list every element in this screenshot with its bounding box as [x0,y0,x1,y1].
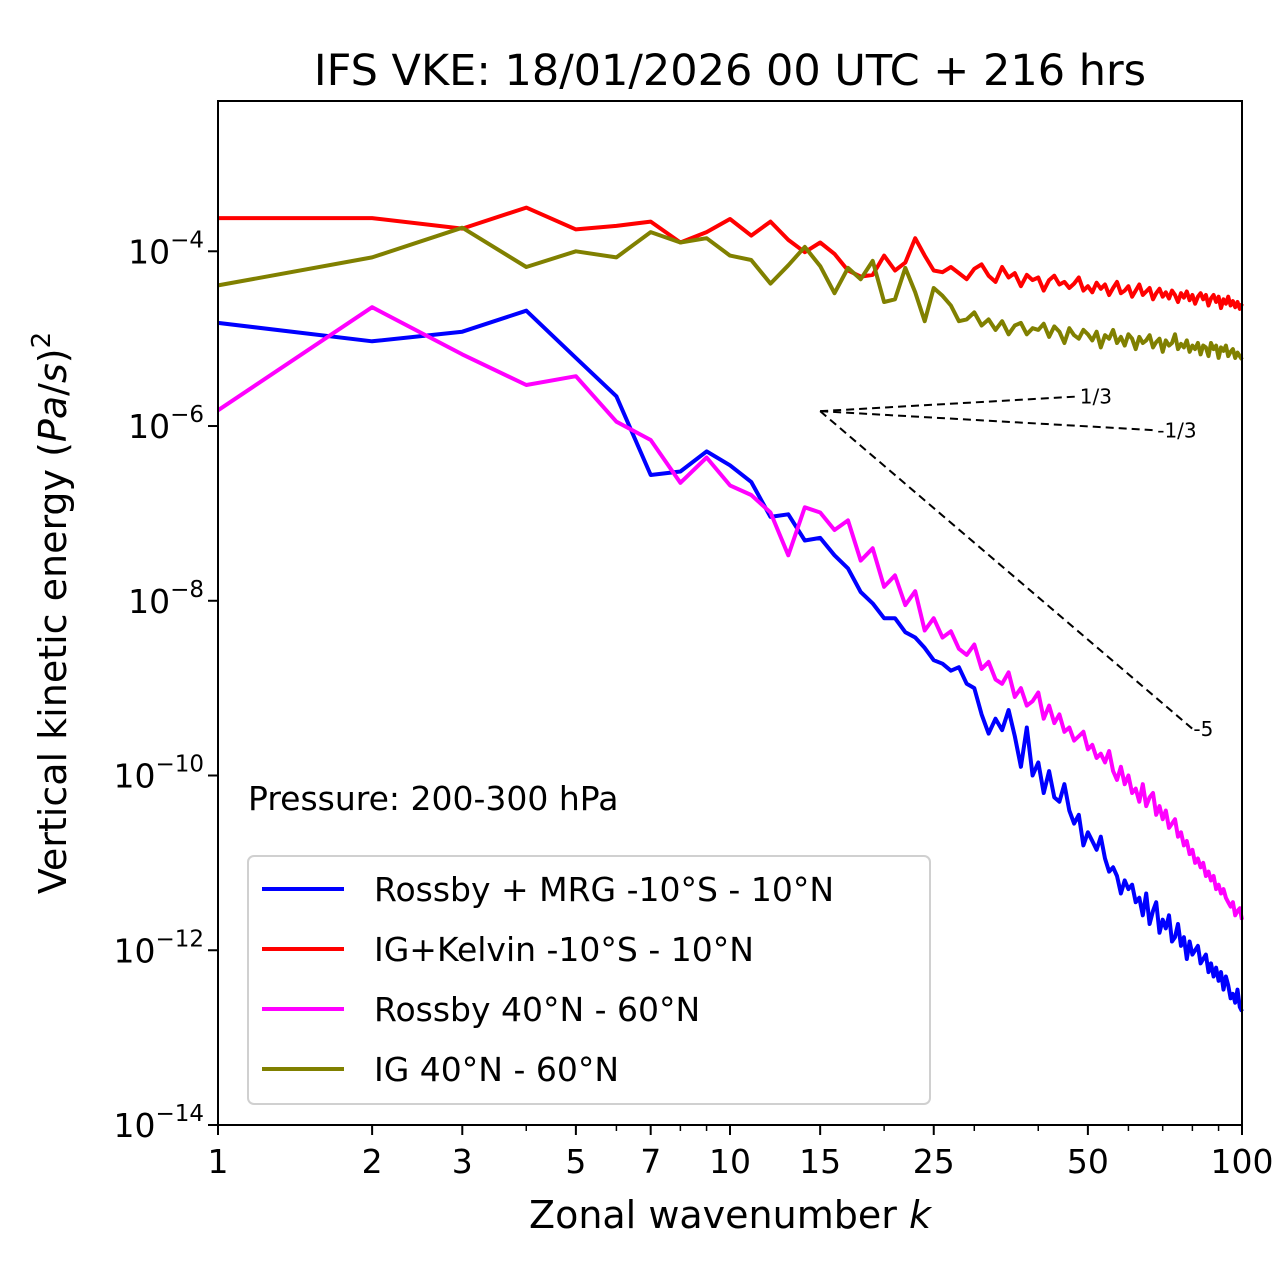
y-tick-label: 10−14 [113,1101,204,1145]
x-tick-label: 100 [1211,1142,1274,1181]
legend: Rossby + MRG -10°S - 10°N IG+Kelvin -10°S… [247,855,931,1105]
series-line-2 [216,305,1244,921]
series-layer [216,205,1244,1013]
y-axis-label-exp: 2 [27,332,57,349]
x-tick-label: 25 [913,1142,955,1181]
x-axis-label-text: Zonal wavenumber [529,1193,909,1237]
legend-box [247,855,931,1105]
y-tick-label: 10−10 [113,752,204,796]
y-axis-ticks: 10−4 10−6 10−8 10−10 10−12 10−14 [113,227,218,1145]
y-tick-label: 10−6 [128,402,204,446]
slope-label-0: 1/3 [1080,384,1112,408]
reference-slope-layer: 1/3 -1/3 -5 [819,384,1213,741]
x-tick-label: 2 [362,1142,383,1181]
slope-line-1 [820,410,1157,432]
x-tick-label: 10 [709,1142,751,1181]
y-axis-label-unit: Pa [31,396,75,442]
slope-line-2 [819,410,1194,730]
y-tick-label: 10−12 [113,926,204,970]
slope-label-1: -1/3 [1157,418,1196,442]
y-axis-label-text: Vertical kinetic energy ( [31,442,75,894]
y-tick-label: 10−8 [128,577,204,621]
x-axis-label: Zonal wavenumber k [529,1193,933,1237]
series-line-3 [217,225,1244,361]
x-tick-label: 15 [799,1142,841,1181]
y-axis-label: Vertical kinetic energy (Pa/s)2 [27,332,75,894]
y-tick-label: 10−4 [128,227,204,271]
pressure-annotation: Pressure: 200-300 hPa [248,779,618,818]
x-tick-label: 50 [1067,1142,1109,1181]
x-axis-label-var: k [909,1193,933,1237]
legend-label-2: Rossby 40°N - 60°N [374,990,700,1029]
chart-title: IFS VKE: 18/01/2026 00 UTC + 216 hrs [314,46,1146,96]
slope-label-2: -5 [1193,717,1213,741]
y-axis-label-slash: / [31,383,75,396]
x-tick-label: 7 [640,1142,661,1181]
legend-label-1: IG+Kelvin -10°S - 10°N [374,930,754,969]
y-axis-label-close: ) [31,348,75,363]
x-tick-label: 1 [208,1142,229,1181]
series-line-0 [217,308,1244,1013]
slope-line-0 [820,395,1079,413]
y-axis-label-unit-s: s [31,363,75,383]
x-tick-label: 5 [565,1142,586,1181]
legend-label-3: IG 40°N - 60°N [374,1050,619,1089]
x-tick-label: 3 [452,1142,473,1181]
x-axis-ticks: 1 2 3 5 7 10 15 25 50 100 [208,1125,1274,1181]
legend-label-0: Rossby + MRG -10°S - 10°N [374,870,834,909]
